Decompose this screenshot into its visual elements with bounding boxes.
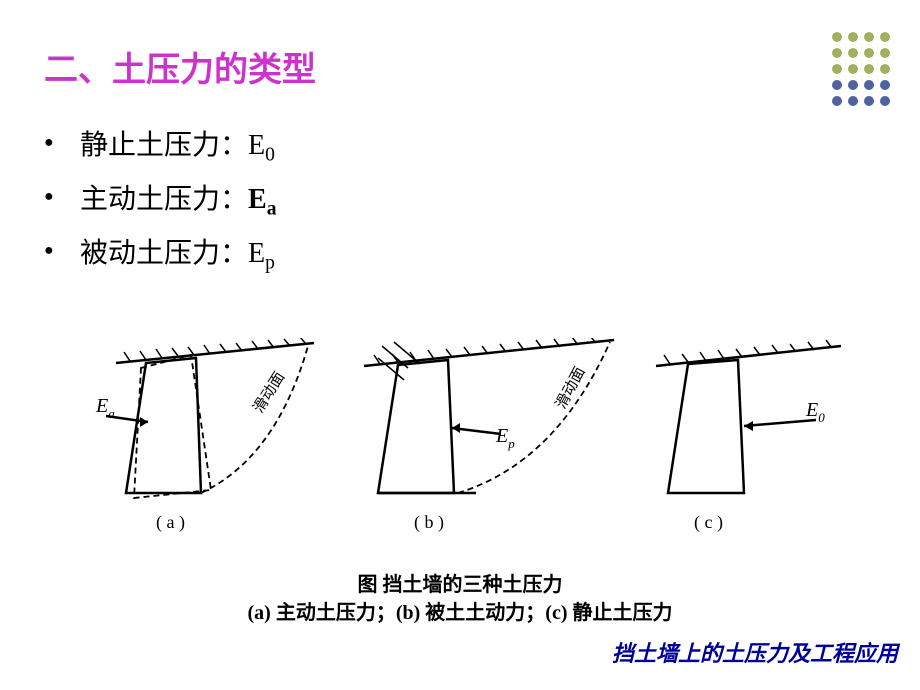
figure-caption-1: 图 挡土墙的三种土压力 <box>0 568 920 597</box>
svg-text:滑动面: 滑动面 <box>250 369 288 416</box>
bullet-item: 静止土压力：E0 <box>44 120 277 174</box>
footer-text: 挡土墙上的土压力及工程应用 <box>612 636 898 668</box>
earth-pressure-diagram: Ea 滑动面 ( a ) Ep 滑动面 ( b ) <box>86 338 846 548</box>
decoration-dots <box>832 32 890 112</box>
bullet-sub: a <box>267 198 277 219</box>
bullet-prefix: 静止土压力： <box>80 130 248 161</box>
bullet-prefix: 被动土压力： <box>80 238 248 269</box>
bullet-list: 静止土压力：E0 主动土压力：Ea 被动土压力：Ep <box>44 120 277 281</box>
svg-text:( a ): ( a ) <box>156 512 185 533</box>
bullet-item: 被动土压力：Ep <box>44 228 277 282</box>
svg-text:Ep: Ep <box>495 425 515 451</box>
svg-text:( b ): ( b ) <box>414 512 444 533</box>
bullet-symbol: E <box>248 130 265 161</box>
bullet-symbol: E <box>248 238 265 269</box>
slide-title: 二、土压力的类型 <box>44 42 316 91</box>
bullet-item: 主动土压力：Ea <box>44 174 277 228</box>
svg-text:( c ): ( c ) <box>694 512 723 533</box>
svg-text:Ea: Ea <box>95 395 115 421</box>
bullet-symbol: E <box>248 184 267 215</box>
figure-caption-2: (a) 主动土压力；(b) 被土土动力；(c) 静止土压力 <box>0 596 920 625</box>
bullet-sub: p <box>265 252 275 273</box>
svg-text:滑动面: 滑动面 <box>553 364 589 412</box>
bullet-sub: 0 <box>265 145 275 166</box>
bullet-prefix: 主动土压力： <box>80 184 248 215</box>
